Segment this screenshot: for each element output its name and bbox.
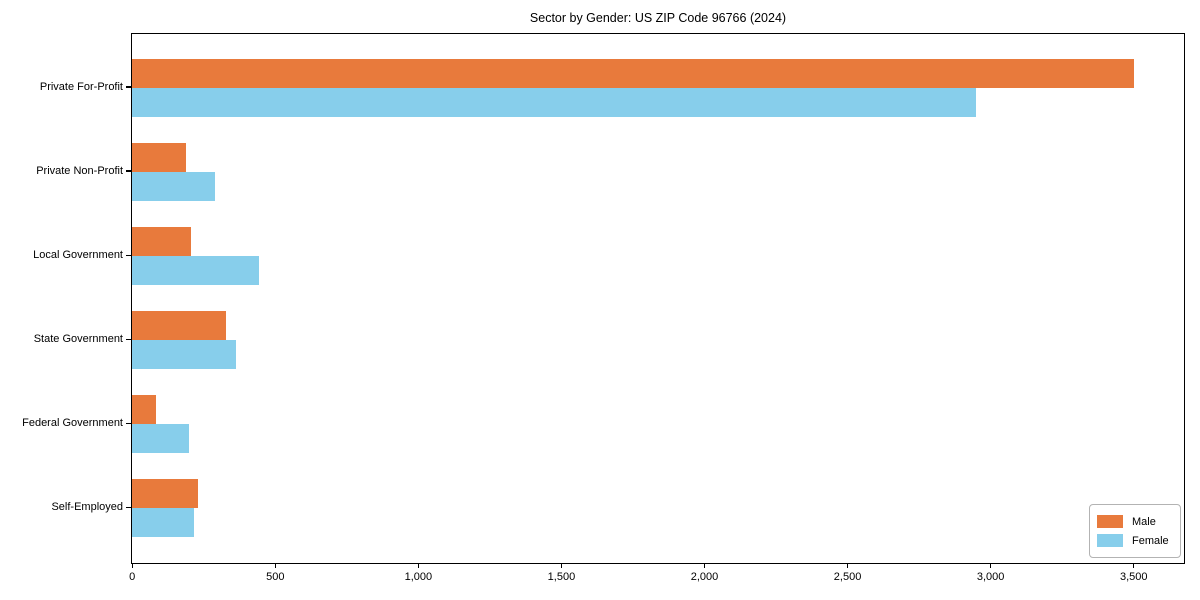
bar-female-local-government — [132, 256, 260, 286]
legend-swatch-male — [1097, 515, 1123, 528]
y-axis-label: Federal Government — [22, 417, 123, 430]
bar-male-private-non-profit — [132, 143, 187, 173]
x-tick-label: 1,500 — [547, 571, 576, 583]
bar-male-self-employed — [132, 479, 198, 509]
bar-male-local-government — [132, 227, 191, 257]
y-axis-label: State Government — [33, 333, 123, 346]
x-tick-label: 0 — [129, 571, 136, 583]
x-tick-mark — [703, 563, 706, 569]
x-tick-label: 1,000 — [404, 571, 433, 583]
legend-item-female: Female — [1097, 532, 1172, 549]
x-tick-mark — [560, 563, 562, 569]
bar-male-federal-government — [132, 395, 157, 425]
y-tick-mark — [126, 86, 131, 88]
bar-female-private-non-profit — [132, 172, 215, 202]
x-tick-label: 3,500 — [1119, 571, 1148, 583]
bar-female-state-government — [132, 340, 237, 370]
x-tick-mark — [417, 563, 419, 569]
bar-female-federal-government — [132, 424, 190, 454]
y-tick-mark — [126, 170, 131, 172]
legend-label: Male — [1132, 515, 1156, 528]
x-tick-mark — [274, 563, 276, 569]
y-tick-mark — [126, 422, 131, 424]
x-tick-mark — [846, 563, 849, 569]
y-tick-mark — [126, 254, 131, 256]
plot-area — [131, 33, 1185, 564]
y-axis-label: Private Non-Profit — [36, 165, 123, 178]
y-axis-label: Private For-Profit — [39, 81, 123, 93]
y-axis-label: Self-Employed — [51, 501, 123, 514]
x-tick-mark — [990, 563, 992, 569]
y-tick-mark — [126, 338, 131, 340]
bar-female-self-employed — [132, 508, 194, 538]
y-axis-label: Local Government — [33, 249, 123, 262]
chart-title: Sector by Gender: US ZIP Code 96766 (202… — [529, 11, 787, 25]
x-tick-mark — [1133, 563, 1135, 569]
x-tick-label: 2,000 — [690, 571, 719, 583]
x-tick-label: 3,000 — [976, 571, 1005, 583]
bar-male-state-government — [132, 311, 227, 341]
x-tick-label: 2,500 — [833, 571, 862, 583]
legend-swatch-female — [1097, 534, 1123, 547]
legend-item-male: Male — [1097, 513, 1172, 530]
legend-label: Female — [1132, 534, 1169, 547]
x-tick-mark — [131, 563, 133, 569]
legend: Male Female — [1089, 504, 1181, 558]
bar-female-private-for-profit — [132, 88, 977, 117]
bar-male-private-for-profit — [132, 59, 1134, 88]
x-tick-label: 500 — [266, 571, 285, 583]
y-tick-mark — [126, 506, 131, 508]
